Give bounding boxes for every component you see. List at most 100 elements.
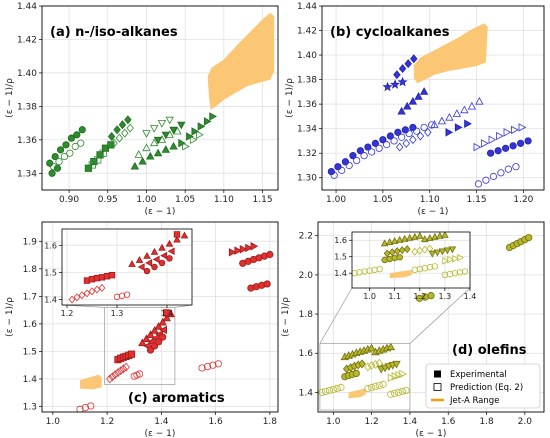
panel-c-data [76,242,274,412]
panel-d-inset-xtick-label: 1.2 [413,292,426,301]
panel-a-alkanes: 0.90 0.95 1.00 1.05 1.10 1.15 1.34 1.36 1.38 1.40… [5,2,279,217]
panel-b-point-experimental [382,81,393,92]
panel-b-point-prediction [437,116,447,125]
panel-a-point-experimental [153,136,163,145]
panel-c-point-prediction [136,370,144,378]
panel-c-point-experimental [263,280,271,288]
panel-a-point-experimental [46,159,54,167]
panel-c-point-experimental [155,338,163,346]
panel-d-inset-plot-area [352,232,470,288]
panel-c-inset-point-experimental [151,263,158,271]
panel-d-inset-point-prediction [356,269,363,276]
panel-c-point-experimental [250,242,259,251]
panel-b-point-prediction [424,127,432,137]
panel-d-inset-point-experimental [441,232,449,238]
panel-d-inset-jet-a-range [389,269,413,279]
panel-a-xtick-label: 1.00 [136,195,156,205]
panel-b-point-prediction [452,109,462,117]
panel-b-point-experimental [394,128,402,136]
panel-a-xtick-label: 1.10 [214,195,234,205]
panel-c-inset-point-experimental [158,259,166,267]
panel-c-xtick-label: 1.8 [263,417,278,427]
panel-c-point-experimental [138,338,147,347]
panel-c-point-experimental [127,350,136,358]
panel-b-point-prediction [395,142,404,152]
panel-c-inset-point-prediction [14,327,20,333]
panel-d-inset-data [352,232,469,279]
panel-a-point-prediction [189,135,198,144]
panel-c-ytick-label: 1.6 [23,320,38,330]
panel-c-point-prediction [108,372,117,382]
panel-c-point-experimental [266,250,274,259]
panel-a-point-prediction [88,161,96,169]
panel-b-point-experimental [364,143,372,151]
panel-c-inset-point-experimental [158,243,166,251]
panel-c-inset-point-experimental [128,260,136,267]
panel-b-point-prediction [413,127,421,135]
panel-a-xlabel: (ε − 1) [145,207,176,217]
panel-a-point-experimental [113,125,121,135]
panel-c-inset-ytick-label: 1.5 [44,268,57,277]
panel-b-point-prediction [353,156,361,165]
panel-c-xtick-label: 1.0 [46,417,61,427]
panel-d-point-prediction [371,359,380,369]
panel-d-inset-point-experimental [431,232,439,240]
panel-d-point-prediction [391,372,400,381]
panel-a-point-prediction [71,142,79,151]
panel-a-point-experimental [67,134,76,142]
panel-d-inset-point-experimental [426,234,434,241]
panel-b-point-experimental [398,64,407,74]
panel-c-ytick-label: 1.3 [23,402,37,412]
panel-b-point-prediction [467,101,477,110]
panel-c-inset-ytick-label: 1.6 [44,241,57,250]
panel-b-point-prediction [518,123,527,132]
panel-b-point-experimental [404,59,412,69]
panel-a-point-prediction [77,139,85,147]
panel-b-point-experimental [390,79,401,89]
panel-a-point-experimental [48,169,56,177]
panel-a-point-prediction [50,162,58,171]
panel-d-ytick-label: 2.0 [299,271,314,281]
panel-a-point-experimental [178,138,186,148]
panel-c-ytick-label: 1.5 [23,347,37,357]
panel-d-point-prediction [398,387,406,396]
panel-c-point-prediction [122,362,130,372]
panel-d-point-experimental [427,292,435,300]
panel-d-inset-point-experimental [385,238,394,246]
panel-b-point-prediction [420,123,428,132]
panel-d-ytick-label: 2.2 [299,232,313,242]
panel-b-point-prediction [473,142,482,152]
panel-d-point-prediction [375,381,383,389]
panel-d-title: (d) olefins [452,343,527,358]
panel-a-point-prediction [110,138,118,148]
panel-b-ytick-label: 1.42 [297,27,317,37]
panel-a-xtick-label: 1.05 [175,195,195,205]
panel-b-point-experimental [410,54,418,64]
panel-a-ytick-label: 1.34 [17,169,37,179]
panel-c-point-prediction [87,402,95,410]
panel-d-point-experimental [386,342,395,351]
panel-d-inset-point-prediction [457,253,465,262]
panel-b-point-prediction [360,152,368,160]
panel-d-point-prediction [322,387,330,396]
panel-d-point-prediction [325,386,334,395]
panel-b-frame [321,5,545,191]
panel-a-frame [41,5,279,191]
panel-d-inset-ytick-label: 1.6 [334,236,347,245]
panel-c-inset-point-experimental [165,239,174,247]
panel-a-point-experimental [124,115,132,125]
panel-b-point-experimental [409,123,417,132]
panel-a-point-prediction [182,142,190,151]
panel-b-point-experimental [403,101,412,110]
panel-c-inset-point-prediction [78,291,86,300]
panel-c-jet-a-range [80,374,102,390]
panel-a-point-experimental [73,131,81,139]
panel-d-ytick-label: 1.6 [299,349,314,359]
panel-c-point-prediction [214,360,222,368]
panel-c-inset-point-experimental [143,267,151,275]
panel-d-point-prediction [395,371,404,380]
panel-d-inset-point-experimental [406,233,414,241]
panel-a-ytick-label: 1.44 [17,2,37,12]
panel-d-inset-point-prediction [366,267,373,274]
panel-c-point-experimental [146,330,155,338]
